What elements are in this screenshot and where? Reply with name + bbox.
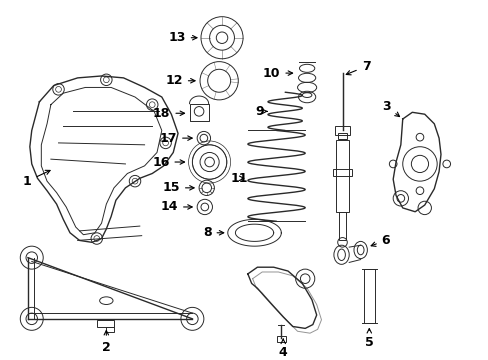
Bar	[97, 320, 114, 328]
Bar	[363, 269, 374, 323]
Text: 18: 18	[153, 107, 184, 120]
Bar	[189, 104, 208, 121]
Text: 17: 17	[159, 132, 192, 145]
Bar	[106, 328, 114, 332]
Text: 10: 10	[263, 67, 292, 80]
Text: 5: 5	[364, 329, 373, 349]
Bar	[338, 212, 346, 240]
Bar	[276, 336, 285, 342]
Bar	[334, 126, 349, 135]
Text: 12: 12	[165, 74, 195, 87]
Text: 8: 8	[203, 226, 224, 239]
Text: 3: 3	[382, 100, 399, 117]
Text: 9: 9	[255, 105, 266, 118]
Text: 1: 1	[23, 170, 50, 188]
Bar	[335, 140, 348, 212]
Text: 16: 16	[152, 156, 184, 168]
Text: 15: 15	[162, 181, 194, 194]
Bar	[337, 133, 346, 139]
Text: 4: 4	[278, 339, 287, 359]
Text: 6: 6	[370, 234, 389, 247]
Text: 11: 11	[230, 172, 247, 185]
Bar	[332, 169, 351, 176]
Text: 14: 14	[160, 201, 192, 213]
Text: 13: 13	[168, 31, 197, 44]
Text: 2: 2	[102, 330, 110, 354]
Text: 7: 7	[346, 60, 369, 75]
